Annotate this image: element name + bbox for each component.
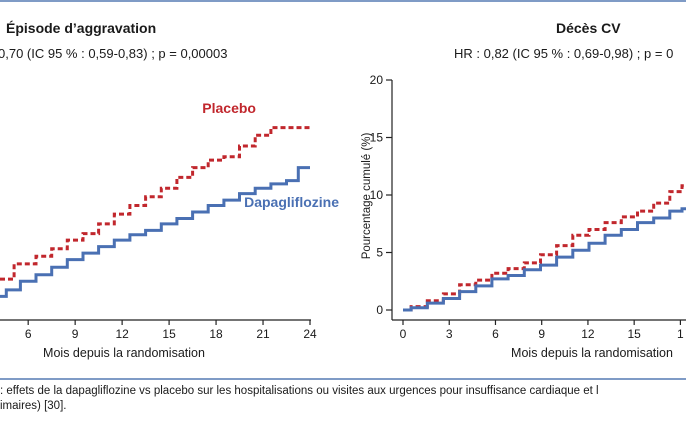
x-tick-label: 15 <box>162 327 176 341</box>
left-chart: 6 9 12 15 18 21 24 Mois depuis la randomisation… <box>0 100 339 360</box>
x-tick-label: 24 <box>303 327 317 341</box>
caption-line-2: imaires) [30]. <box>0 400 67 412</box>
x-tick-label: 0 <box>400 327 407 341</box>
x-tick-label: 6 <box>492 327 499 341</box>
y-tick-label: 0 <box>376 303 383 317</box>
dapagliflozine-label: Dapagliflozine <box>244 194 339 210</box>
placebo-curve <box>0 126 310 281</box>
x-axis-title: Mois depuis la randomisation <box>511 346 673 360</box>
y-tick-label: 20 <box>370 73 384 87</box>
x-tick-label: 1 <box>677 327 684 341</box>
x-tick-label: 18 <box>209 327 223 341</box>
placebo-label: Placebo <box>202 100 256 116</box>
x-tick-label: 12 <box>581 327 595 341</box>
x-tick-label: 9 <box>72 327 79 341</box>
y-tick-label: 15 <box>370 131 384 145</box>
bottom-rule <box>0 378 686 380</box>
left-panel-stat: 0,70 (IC 95 % : 0,59-0,83) ; p = 0,00003 <box>0 46 228 61</box>
x-tick-label: 21 <box>256 327 270 341</box>
top-rule <box>0 0 686 2</box>
dapagliflozine-curve <box>0 166 310 298</box>
right-panel-stat: HR : 0,82 (IC 95 % : 0,69-0,98) ; p = 0 <box>454 46 674 61</box>
placebo-curve <box>403 184 686 312</box>
x-tick-label: 6 <box>25 327 32 341</box>
caption-line-1: : effets de la dapagliflozine vs placebo… <box>0 385 599 397</box>
x-tick-label: 9 <box>538 327 545 341</box>
y-tick-label: 10 <box>370 188 384 202</box>
y-axis-title: Pourcentage cumulé (%) <box>361 133 373 260</box>
x-axis-title: Mois depuis la randomisation <box>43 346 205 360</box>
right-chart: 0 3 6 9 12 15 1 Mois depuis la randomisation 0 5 1… <box>361 73 686 360</box>
x-tick-label: 15 <box>627 327 641 341</box>
x-tick-label: 3 <box>446 327 453 341</box>
right-panel-title: Décès CV <box>556 20 621 36</box>
x-tick-label: 12 <box>115 327 129 341</box>
dapagliflozine-curve <box>403 207 686 312</box>
y-tick-label: 5 <box>376 246 383 260</box>
left-panel-title: Épisode d’aggravation <box>6 20 157 36</box>
